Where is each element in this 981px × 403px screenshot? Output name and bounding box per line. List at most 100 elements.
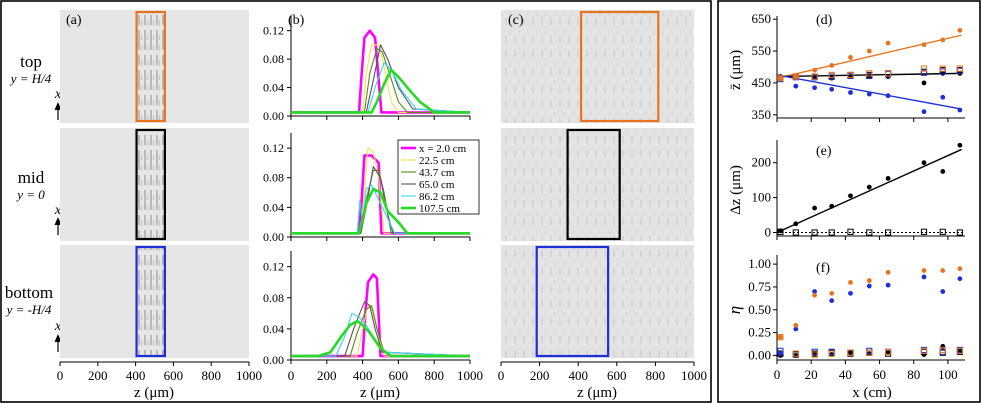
panel-f: (f) η x (cm) 0.00 0.25 0.50 0.75 1.00 0 20 40 60… [725, 255, 965, 401]
panel-f-point-bottom-6 [885, 282, 891, 288]
panel-f-point-bottom-2 [812, 289, 817, 294]
panel-b-plot-top: 0.00 0.04 0.08 0.12 [263, 16, 471, 123]
panel-f-xtick-label-60: 60 [873, 367, 886, 382]
panel-f-ytick-label-3: 0.75 [748, 279, 771, 294]
panel-d-label: (d) [816, 13, 833, 28]
panel-f-point-mid-4 [848, 350, 853, 356]
left-figure-frame [0, 0, 712, 403]
panel-b-top-series-4 [291, 62, 471, 113]
panel-e-point-3 [829, 203, 835, 209]
panel-d-open-bottom-7 [920, 69, 928, 76]
panel-b-xlabel: z (μm) [360, 385, 400, 401]
flow-arrow-top: x [54, 87, 62, 120]
panel-a-tick-label-200: 200 [88, 368, 108, 383]
panel-f-point-top-6 [885, 269, 891, 275]
panel-d-point-top-0 [778, 75, 783, 81]
panel-f-point-bottom-9 [957, 276, 963, 282]
panel-f-ytick-label-0: 0.00 [748, 347, 771, 362]
panel-e-open-5 [866, 229, 873, 236]
panel-b-legend-label-5: 107.5 cm [419, 203, 460, 215]
panel-f-point-top-3 [829, 290, 835, 296]
panel-d-point-bottom-5 [866, 91, 872, 97]
panel-d-point-top-9 [957, 27, 963, 33]
panel-c-tick-label-200: 200 [530, 368, 550, 383]
panel-b-mid-series-5 [291, 187, 470, 235]
panel-b-bottom-series-2 [291, 305, 471, 357]
panel-b-legend-label-3: 65.0 cm [419, 179, 455, 191]
row-label-bottom: bottom [5, 283, 53, 302]
panel-f-ytick-label-4: 1.00 [748, 256, 771, 271]
panel-b-legend-label-2: 43.7 cm [419, 167, 455, 179]
panel-d-point-bottom-7 [921, 109, 927, 115]
panel-a-xlabel: z (μm) [134, 385, 174, 401]
panel-e-ytick-label-2: 200 [752, 155, 772, 170]
panel-d-point-top-3 [829, 63, 835, 68]
panel-e: (e) Δz (μm) 0 100 200 [728, 140, 965, 240]
panel-c-boxes [535, 10, 660, 358]
panel-b-plot-bottom: 0.00 0.04 0.08 0.12 0 200 400 600 800 1000 [263, 251, 483, 383]
flow-arrow-mid: x [54, 203, 62, 235]
panel-c-tick-label-400: 400 [568, 368, 588, 383]
panel-b-mid-ytick-label-3: 0.12 [263, 141, 284, 155]
flow-arrow-bottom-label: x [54, 319, 62, 334]
panel-d-point-top-6 [885, 40, 891, 46]
panel-f-xtick-label-100: 100 [938, 367, 958, 382]
panel-e-point-2 [812, 205, 817, 211]
panel-d-point-bottom-1 [793, 83, 799, 89]
panel-f-ylabel: η [725, 306, 744, 314]
panel-d-open-top-9 [956, 65, 963, 72]
panel-b: (b) 0.000.040.080.120.000.040.080.120.00… [263, 13, 483, 401]
panel-b-mid-ytick-label-2: 0.08 [263, 171, 284, 185]
panel-d-ytick-label-2: 550 [752, 43, 772, 58]
panel-d-point-mid-8 [940, 70, 946, 76]
panel-b-bottom-series-5 [291, 319, 470, 358]
panel-b-label: (b) [288, 13, 305, 28]
panel-c-xlabel: z (μm) [577, 385, 617, 401]
panel-a-boxes [135, 10, 166, 358]
panel-c-box-mid [566, 128, 621, 241]
panel-f-point-bottom-3 [829, 298, 835, 304]
panel-b-plots: 0.00 0.04 0.08 0.12 0.00 0.04 0.08 0.12 0.00 0.04… [263, 16, 483, 383]
panel-d-open-top-3 [828, 71, 835, 79]
panel-b-top-series-5 [291, 68, 470, 114]
flow-arrow-mid-label: x [54, 203, 62, 218]
panel-e-label: (e) [816, 144, 832, 159]
panel-e-point-6 [885, 176, 891, 181]
panel-f-point-top-7 [921, 268, 927, 273]
panel-b-mid-series-4 [291, 184, 470, 234]
panel-f-xtick-label-40: 40 [839, 367, 852, 382]
panel-a-streaks-top [136, 12, 165, 121]
panel-f-open-top-5 [866, 349, 873, 356]
right-figure-frame [717, 0, 981, 403]
panel-f-xlabel: x (cm) [852, 385, 892, 401]
panel-e-ylabel: Δz (μm) [728, 165, 744, 215]
panel-f-xtick-label-20: 20 [805, 367, 818, 382]
panel-d-ytick-label-1: 450 [752, 75, 772, 90]
panel-b-bottom-ytick-label-0: 0.00 [263, 353, 284, 367]
panel-e-point-5 [866, 184, 872, 190]
panel-b-top-ytick-label-0: 0.00 [263, 109, 284, 123]
panel-b-xtick-label-1000: 1000 [457, 368, 483, 383]
panel-e-point-4 [848, 193, 853, 199]
panel-c-box-top [579, 10, 660, 123]
panel-f-ytick-label-1: 0.25 [748, 325, 771, 340]
panel-f-open-top-2 [811, 351, 818, 358]
panel-b-xtick-label-400: 400 [353, 368, 373, 383]
panel-b-top-ytick-label-3: 0.12 [263, 24, 284, 38]
panel-f-point-top-1 [793, 322, 799, 328]
panel-d-point-top-7 [921, 42, 927, 48]
panel-b-top-series-3 [291, 44, 471, 113]
panel-b-bottom-ytick-label-2: 0.08 [263, 291, 284, 305]
panel-b-bottom-ytick-label-3: 0.12 [263, 260, 284, 274]
panel-d-point-top-4 [848, 55, 853, 60]
panel-e-fit [776, 148, 962, 234]
panel-f-point-top-5 [866, 278, 872, 283]
panel-b-top-series-1 [291, 44, 470, 113]
panel-f-open-top-0 [777, 334, 784, 341]
panel-e-point-9 [957, 142, 963, 148]
panel-a-streaks-bottom [136, 247, 165, 356]
panel-e-point-0 [778, 228, 783, 234]
panel-e-open-4 [847, 228, 854, 235]
panel-a-tick-label-0: 0 [57, 368, 64, 383]
